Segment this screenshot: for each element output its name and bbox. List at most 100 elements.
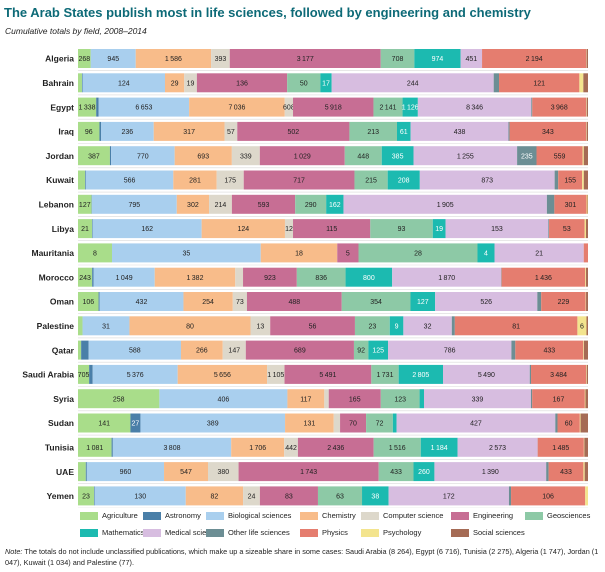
bar-row-oman: Oman 106 432 254 73 488 354 127 526 229 (50, 292, 588, 314)
data-label-bahrain-medical-sciences: 244 (407, 80, 419, 87)
data-label-iraq-physics: 343 (542, 129, 554, 136)
bar-segment-qatar-computer-science (222, 340, 246, 360)
bar-segment-morocco-geosciences (296, 267, 346, 287)
data-label-palestine-psychology: 6 (580, 323, 584, 330)
bar-segment-libya-medical-sciences (445, 219, 549, 239)
legend-swatch-biological-sciences (206, 511, 224, 520)
bar-segment-qatar-other-life-sciences (511, 340, 516, 360)
bar-segment-morocco-engineering (243, 267, 297, 287)
bar-row-kuwait: Kuwait 566 281 175 717 215 208 873 155 (46, 170, 588, 193)
bar-segment-yemen-computer-science (243, 486, 260, 506)
bar-segment-iraq-agriculture (78, 121, 100, 141)
bar-segment-morocco-social-sciences (586, 267, 588, 287)
bar-segment-lebanon-biological-sciences (91, 194, 177, 214)
bar-segment-lebanon-physics (554, 194, 587, 214)
legend-item-other-life-sciences: Other life sciences (206, 528, 290, 537)
bar-segment-egypt-astronomy (96, 97, 99, 117)
bar-segment-algeria-biological-sciences (90, 49, 136, 68)
data-label-palestine-chemistry: 80 (186, 323, 194, 330)
bar-segment-egypt-mathematics (402, 97, 418, 117)
data-label-jordan-agriculture: 387 (88, 153, 100, 160)
bar-segment-morocco-medical-sciences (392, 267, 502, 287)
bar-segment-mauritania-geosciences (358, 243, 478, 263)
data-label-syria-chemistry: 117 (300, 396, 311, 403)
row-label-morocco: Morocco (39, 272, 74, 282)
data-label-tunisia-medical-sciences: 2 573 (489, 445, 506, 452)
bar-segment-kuwait-other-life-sciences (554, 170, 559, 190)
data-label-morocco-physics: 1 436 (535, 275, 552, 282)
data-label-syria-medical-sciences: 339 (472, 396, 484, 403)
bar-segment-libya-agriculture (78, 219, 93, 239)
row-label-tunisia: Tunisia (45, 443, 74, 453)
data-label-tunisia-chemistry: 1 706 (249, 445, 266, 452)
bar-segment-sudan-mathematics (392, 413, 397, 433)
row-label-oman: Oman (50, 297, 74, 307)
data-label-oman-medical-sciences: 526 (480, 299, 492, 306)
bar-segment-oman-agriculture (78, 292, 99, 311)
bar-segment-qatar-astronomy (81, 340, 89, 360)
data-label-tunisia-biological-sciences: 3 808 (164, 445, 181, 452)
bar-segment-yemen-other-life-sciences (508, 486, 512, 506)
data-label-iraq-medical-sciences: 438 (454, 129, 466, 136)
bar-segment-sudan-agriculture (78, 413, 131, 433)
bar-segment-yemen-physics (511, 486, 586, 506)
data-label-uae-geosciences: 433 (390, 469, 402, 476)
bar-row-libya: Libya 21 162 124 12 115 93 19 153 53 (52, 219, 588, 241)
bar-segment-iraq-astronomy (99, 121, 102, 141)
bar-segment-uae-physics (548, 462, 584, 482)
data-label-syria-agriculture: 258 (113, 396, 125, 403)
bar-segment-iraq-physics (509, 121, 587, 141)
data-label-oman-chemistry: 254 (202, 299, 214, 306)
bar-segment-bahrain-other-life-sciences (493, 73, 500, 93)
data-label-kuwait-engineering: 717 (293, 178, 305, 185)
bar-row-tunisia: Tunisia 1 081 3 808 1 706 442 2 436 1 516 1 184… (45, 437, 588, 460)
bar-segment-bahrain-geosciences (287, 73, 321, 93)
bar-segment-egypt-other-life-sciences (531, 97, 533, 117)
bar-segment-kuwait-psychology (582, 170, 584, 190)
data-label-lebanon-agriculture: 127 (79, 202, 91, 209)
bar-segment-lebanon-medical-sciences (343, 194, 547, 214)
bar-segment-kuwait-medical-sciences (419, 170, 555, 190)
data-label-mauritania-agriculture: 8 (93, 251, 97, 258)
bar-row-lebanon: Lebanon 127 795 302 214 593 290 162 1 905 301 (39, 194, 588, 217)
legend-swatch-other-life-sciences (206, 528, 224, 537)
bar-segment-uae-social-sciences (584, 462, 588, 482)
bar-segment-uae-engineering (238, 462, 379, 482)
bar-segment-tunisia-chemistry (231, 437, 285, 457)
bar-segment-morocco-computer-science (235, 267, 244, 287)
bar-segment-jordan-geosciences (344, 146, 382, 166)
bar-row-saudi-arabia: Saudi Arabia 705 5 376 5 656 1 105 5 491 1 731… (22, 364, 588, 387)
bar-segment-sudan-astronomy (130, 413, 141, 433)
bar-segment-qatar-physics (515, 340, 584, 360)
bar-row-egypt: Egypt 1 338 6 653 7 036 608 5 918 2 141 1 126 8 … (50, 97, 588, 120)
note-text: The totals do not include unclassified p… (5, 547, 599, 567)
bar-segment-kuwait-computer-science (216, 170, 244, 190)
bar-segment-saudi-arabia-mathematics (398, 364, 443, 384)
bar-segment-saudi-arabia-medical-sciences (443, 364, 530, 384)
bar-row-uae: UAE 960 547 380 1 743 433 260 1 390 433 (56, 462, 588, 485)
data-label-saudi-arabia-agriculture: 705 (78, 372, 90, 379)
data-label-bahrain-geosciences: 50 (300, 80, 308, 87)
bar-segment-oman-other-life-sciences (537, 292, 542, 311)
bar-row-jordan: Jordan 387 770 693 339 1 029 448 385 1 255 235 559 (46, 146, 588, 169)
data-label-jordan-biological-sciences: 770 (137, 153, 149, 160)
data-label-qatar-engineering: 689 (294, 348, 306, 355)
chart-legend: Agriculture Astronomy Biological sciences C… (0, 510, 605, 544)
data-label-oman-physics: 229 (558, 299, 570, 306)
bar-segment-jordan-physics (536, 146, 583, 166)
data-label-mauritania-biological-sciences: 35 (182, 251, 190, 258)
legend-swatch-physics (300, 528, 318, 537)
bar-segment-sudan-chemistry (285, 413, 334, 433)
bar-segment-syria-agriculture (78, 389, 160, 409)
bar-segment-qatar-social-sciences (583, 340, 588, 360)
data-label-uae-biological-sciences: 960 (120, 469, 132, 476)
data-label-yemen-medical-sciences: 172 (443, 494, 455, 501)
data-label-jordan-physics: 559 (554, 153, 566, 160)
bar-segment-iraq-medical-sciences (410, 121, 509, 141)
data-label-yemen-chemistry: 82 (211, 494, 219, 501)
data-label-qatar-physics: 433 (543, 348, 555, 355)
bar-segment-libya-mathematics (432, 219, 446, 239)
legend-item-psychology: Psychology (361, 528, 421, 537)
row-label-mauritania: Mauritania (31, 248, 74, 258)
bar-segment-kuwait-agriculture (78, 170, 86, 190)
